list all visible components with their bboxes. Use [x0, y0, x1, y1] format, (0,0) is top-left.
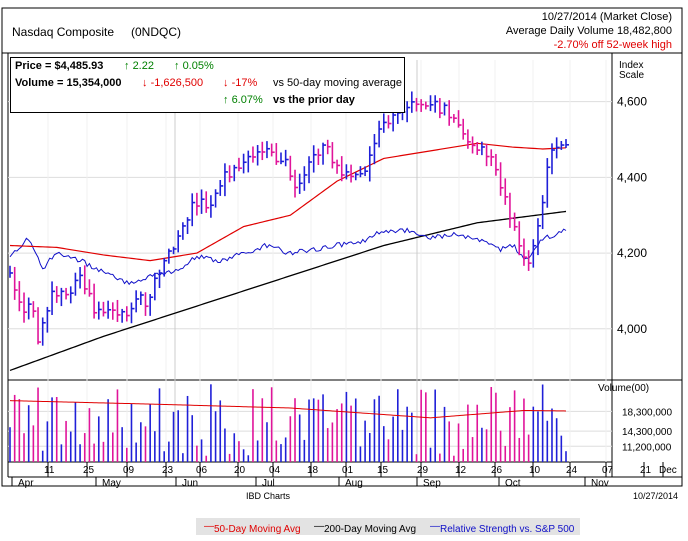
date-tick-label: 06 [196, 465, 208, 476]
price-tick-label: 4,200 [617, 246, 647, 260]
volume-tick-label: 14,300,000 [622, 427, 672, 438]
legend-rs: — Relative Strength vs. S&P 500 [430, 521, 575, 535]
index-symbol: (0NDQC) [131, 25, 181, 39]
date-tick-label: 07 [602, 465, 614, 476]
date-tick-label: 26 [491, 465, 503, 476]
legend-rs-label: Relative Strength vs. S&P 500 [440, 524, 575, 535]
price-change-value: 2.22 [132, 60, 154, 72]
month-label: Oct [505, 478, 521, 489]
date-tick-label: 23 [162, 465, 174, 476]
price-percent-value: 0.05% [182, 60, 214, 72]
legend-ma200-label: 200-Day Moving Avg [324, 524, 417, 535]
chart-legend: — 50-Day Moving Avg — 200-Day Moving Avg… [196, 518, 580, 535]
date-tick-label: 18 [307, 465, 319, 476]
volume-tick-label: 11,200,000 [622, 442, 672, 453]
date-tick-label: 01 [342, 465, 354, 476]
off-high: -2.70% off 52-week high [553, 39, 672, 51]
legend-ma50-label: 50-Day Moving Avg [214, 524, 301, 535]
stats-box: Price = $4,485.93 ↑ 2.22 ↑ 0.05% Volume … [10, 57, 405, 113]
prior-day-percent-value: 6.07% [231, 94, 263, 106]
month-label: Nov [591, 478, 609, 489]
volume-axis-label: Volume(00) [598, 383, 650, 394]
price-percent: ↑ 0.05% [174, 60, 214, 72]
date-tick-label: 09 [123, 465, 135, 476]
date-tick-label: 25 [83, 465, 95, 476]
legend-ma200: — 200-Day Moving Avg [314, 521, 417, 535]
date-tick-label: Dec [659, 465, 677, 476]
date-tick-label: 10 [529, 465, 541, 476]
prior-day-percent: ↑ 6.07% [223, 94, 263, 106]
volume-percent-value: -17% [231, 77, 258, 89]
chart-frame [1, 7, 683, 487]
volume-moving-average [9, 400, 567, 419]
relative-strength-line [9, 227, 567, 286]
month-label: May [102, 478, 121, 489]
vs-prior-day: vs the prior day [273, 94, 355, 106]
index-name: Nasdaq Composite [12, 25, 115, 39]
date-tick-label: 04 [269, 465, 281, 476]
scale-label: Scale [619, 70, 645, 81]
footer-date: 10/27/2014 [632, 491, 678, 501]
index-scale-label: Index Scale [619, 61, 644, 81]
month-label: Aug [345, 478, 363, 489]
date-tick-label: 15 [377, 465, 389, 476]
volume-change-value: -1,626,500 [150, 77, 204, 89]
price-label: Price = $4,485.93 [15, 60, 104, 72]
month-label: Jul [262, 478, 275, 489]
month-label: Jun [182, 478, 198, 489]
footer-source: IBD Charts [246, 491, 291, 501]
average-volume: Average Daily Volume 18,482,800 [505, 25, 672, 37]
volume-tick-label: 18,300,000 [622, 407, 672, 418]
vs-moving-average: vs 50-day moving average [273, 77, 403, 89]
ma50-line [9, 142, 567, 262]
index-label: Index [619, 60, 644, 71]
month-label: Apr [18, 478, 34, 489]
price-tick-label: 4,000 [617, 322, 647, 336]
volume-percent: ↓ -17% [223, 77, 258, 89]
date-tick-label: 21 [640, 465, 652, 476]
date-tick-label: 11 [44, 465, 55, 476]
volume-change: ↓ -1,626,500 [142, 77, 204, 89]
volume-label: Volume = 15,354,000 [15, 77, 122, 89]
date-tick-label: 29 [417, 465, 429, 476]
legend-ma50: — 50-Day Moving Avg [204, 521, 301, 535]
price-tick-label: 4,600 [617, 95, 647, 109]
date-tick-label: 12 [455, 465, 467, 476]
month-label: Sep [423, 478, 441, 489]
chart-date: 10/27/2014 (Market Close) [541, 11, 672, 23]
price-change: ↑ 2.22 [124, 60, 154, 72]
date-tick-label: 24 [566, 465, 578, 476]
ma200-line [9, 210, 567, 372]
price-tick-label: 4,400 [617, 170, 647, 184]
date-tick-label: 20 [234, 465, 246, 476]
